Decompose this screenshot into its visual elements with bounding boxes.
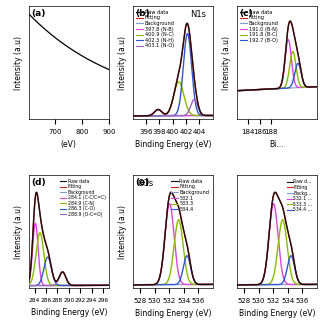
- X-axis label: Binding Energy (eV): Binding Energy (eV): [30, 308, 107, 317]
- Text: (d): (d): [31, 178, 46, 187]
- Y-axis label: Intensity (a.u): Intensity (a.u): [118, 36, 127, 90]
- Y-axis label: Intensity (a.u): Intensity (a.u): [14, 36, 23, 90]
- Text: (a): (a): [31, 9, 45, 18]
- Legend: Raw data, Fitting, Background, 397.8 (N-B), 400.9 (N-C), 402.3 (N-H), 403.1 (N-O: Raw data, Fitting, Background, 397.8 (N-…: [135, 9, 176, 50]
- Legend: Raw data, Fitting, Background, 284.1 (C-C/C=C), 284.9 (C-N), 286.3 (C-O), 288.9 : Raw data, Fitting, Background, 284.1 (C-…: [59, 178, 107, 218]
- Text: O1s: O1s: [138, 179, 154, 188]
- Y-axis label: Intensity (a.u): Intensity (a.u): [14, 205, 23, 259]
- X-axis label: Bi...: Bi...: [269, 140, 284, 149]
- X-axis label: Binding Energy (eV): Binding Energy (eV): [238, 309, 315, 318]
- Text: N1s: N1s: [190, 10, 206, 19]
- Legend: Raw data, Fitting, Background, 191.0 (B-N), 191.8 (B-C), 192.7 (B-O): Raw data, Fitting, Background, 191.0 (B-…: [239, 9, 280, 44]
- Legend: Raw data, Fitting, Background, 532.1, 533.3, 534.4: Raw data, Fitting, Background, 532.1, 53…: [170, 178, 210, 213]
- X-axis label: Binding Energy (eV): Binding Energy (eV): [134, 309, 211, 318]
- X-axis label: Binding Energy (eV): Binding Energy (eV): [134, 140, 211, 149]
- Y-axis label: Intensity (a.u): Intensity (a.u): [222, 36, 231, 90]
- Text: (c): (c): [239, 9, 253, 18]
- Legend: Raw d..., Fitting, Backg..., 532.1 ..., 533.3 ..., 534.4 ...: Raw d..., Fitting, Backg..., 532.1 ..., …: [285, 178, 315, 214]
- X-axis label: (eV): (eV): [61, 140, 77, 149]
- Y-axis label: Intensity (a.u): Intensity (a.u): [118, 205, 127, 259]
- Text: (e): (e): [135, 178, 149, 187]
- Text: (b): (b): [135, 9, 150, 18]
